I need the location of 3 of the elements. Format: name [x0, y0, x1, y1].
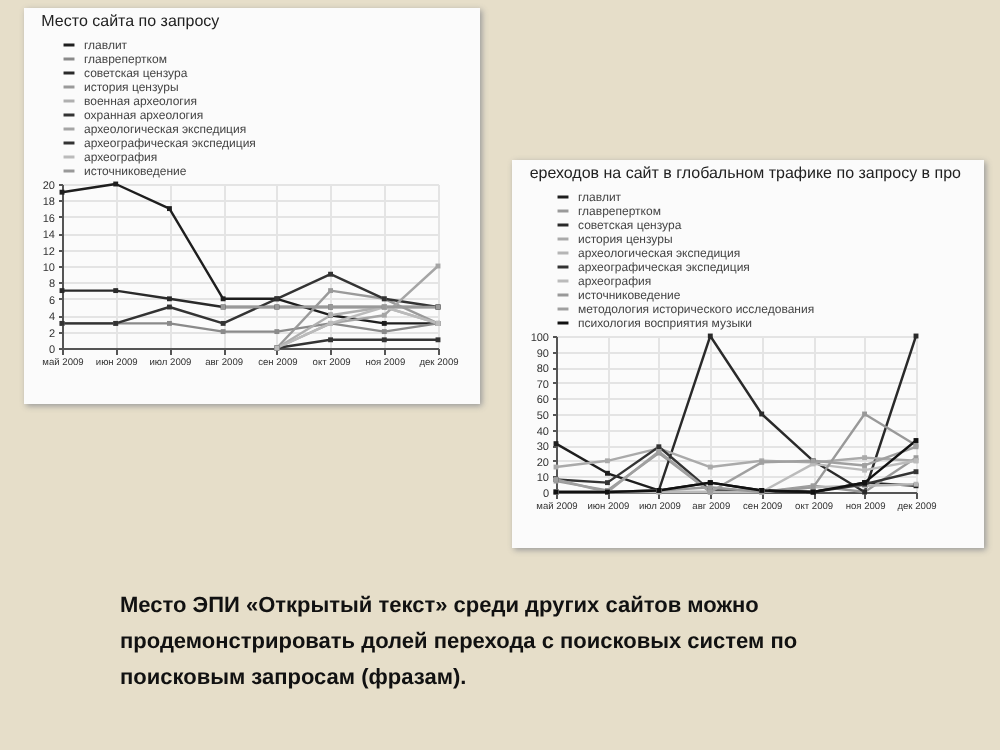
- chart-title: Место сайта по запросу: [41, 12, 220, 30]
- text: Место ЭПИ «Открытый текст» среди других сайтов можно продемонстрировать долей перехода с поисковых систем по поисковым запросам (фразам).: [120, 592, 800, 694]
- chart-title: ереходов на сайт в глобальном трафике по запросу в про: [529, 164, 963, 182]
